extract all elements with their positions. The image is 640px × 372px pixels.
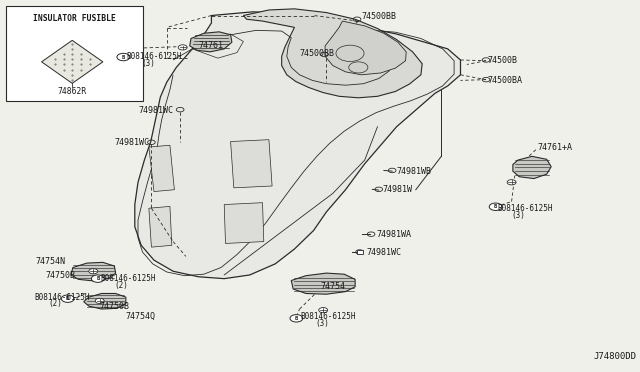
Text: (2): (2) — [115, 281, 128, 290]
Text: 74862R: 74862R — [58, 87, 87, 96]
Text: B08146-6125H: B08146-6125H — [497, 204, 553, 213]
Text: (3): (3) — [511, 211, 525, 220]
Text: 74754Q: 74754Q — [125, 312, 156, 321]
Polygon shape — [243, 9, 422, 98]
Text: 74761: 74761 — [198, 41, 223, 50]
Text: 74981W: 74981W — [383, 185, 413, 194]
Text: 74500BA: 74500BA — [487, 76, 522, 84]
Polygon shape — [291, 273, 355, 294]
Text: 74981WC: 74981WC — [138, 106, 173, 115]
Text: B: B — [96, 276, 99, 281]
Polygon shape — [189, 32, 232, 52]
Text: 74761+A: 74761+A — [537, 142, 572, 151]
Polygon shape — [357, 250, 364, 254]
Text: B: B — [66, 296, 69, 301]
Text: B: B — [122, 55, 125, 60]
Text: 74500BB: 74500BB — [362, 12, 397, 21]
Text: (3): (3) — [315, 319, 329, 328]
Circle shape — [319, 308, 328, 313]
Polygon shape — [135, 12, 461, 279]
Polygon shape — [149, 145, 174, 192]
Text: (2): (2) — [49, 299, 63, 308]
Polygon shape — [224, 203, 264, 243]
Text: J74800DD: J74800DD — [594, 352, 637, 361]
Text: 74754N: 74754N — [36, 257, 66, 266]
Text: 74981WC: 74981WC — [115, 138, 149, 147]
Polygon shape — [84, 294, 126, 309]
Text: B08146-6125H: B08146-6125H — [301, 312, 356, 321]
Text: B: B — [494, 204, 497, 209]
Circle shape — [95, 298, 104, 304]
Polygon shape — [71, 262, 116, 281]
Text: (3): (3) — [141, 59, 155, 68]
Circle shape — [89, 269, 98, 274]
Circle shape — [117, 53, 130, 61]
Polygon shape — [42, 40, 103, 83]
Text: B08146-6125H: B08146-6125H — [127, 52, 182, 61]
Circle shape — [178, 45, 187, 50]
Circle shape — [92, 275, 104, 282]
Text: 74750B: 74750B — [45, 271, 76, 280]
FancyBboxPatch shape — [6, 6, 143, 101]
Polygon shape — [325, 21, 406, 75]
Text: 74500B: 74500B — [487, 56, 517, 65]
Polygon shape — [230, 140, 272, 188]
Text: 74750B: 74750B — [100, 302, 130, 311]
Text: 74981WC: 74981WC — [366, 248, 401, 257]
Text: B: B — [295, 316, 298, 321]
Text: B08146-6125H: B08146-6125H — [100, 274, 156, 283]
Polygon shape — [149, 206, 172, 247]
Text: B08146-6125H: B08146-6125H — [34, 293, 90, 302]
Text: INSULATOR FUSIBLE: INSULATOR FUSIBLE — [33, 15, 116, 23]
Circle shape — [507, 180, 516, 185]
Circle shape — [61, 295, 74, 302]
Polygon shape — [513, 156, 551, 179]
Circle shape — [489, 203, 502, 211]
Circle shape — [290, 315, 303, 322]
Text: 74981WA: 74981WA — [376, 230, 411, 240]
Text: 74754: 74754 — [320, 282, 345, 291]
Text: 745008B: 745008B — [300, 49, 335, 58]
Text: 74981WB: 74981WB — [397, 167, 431, 176]
